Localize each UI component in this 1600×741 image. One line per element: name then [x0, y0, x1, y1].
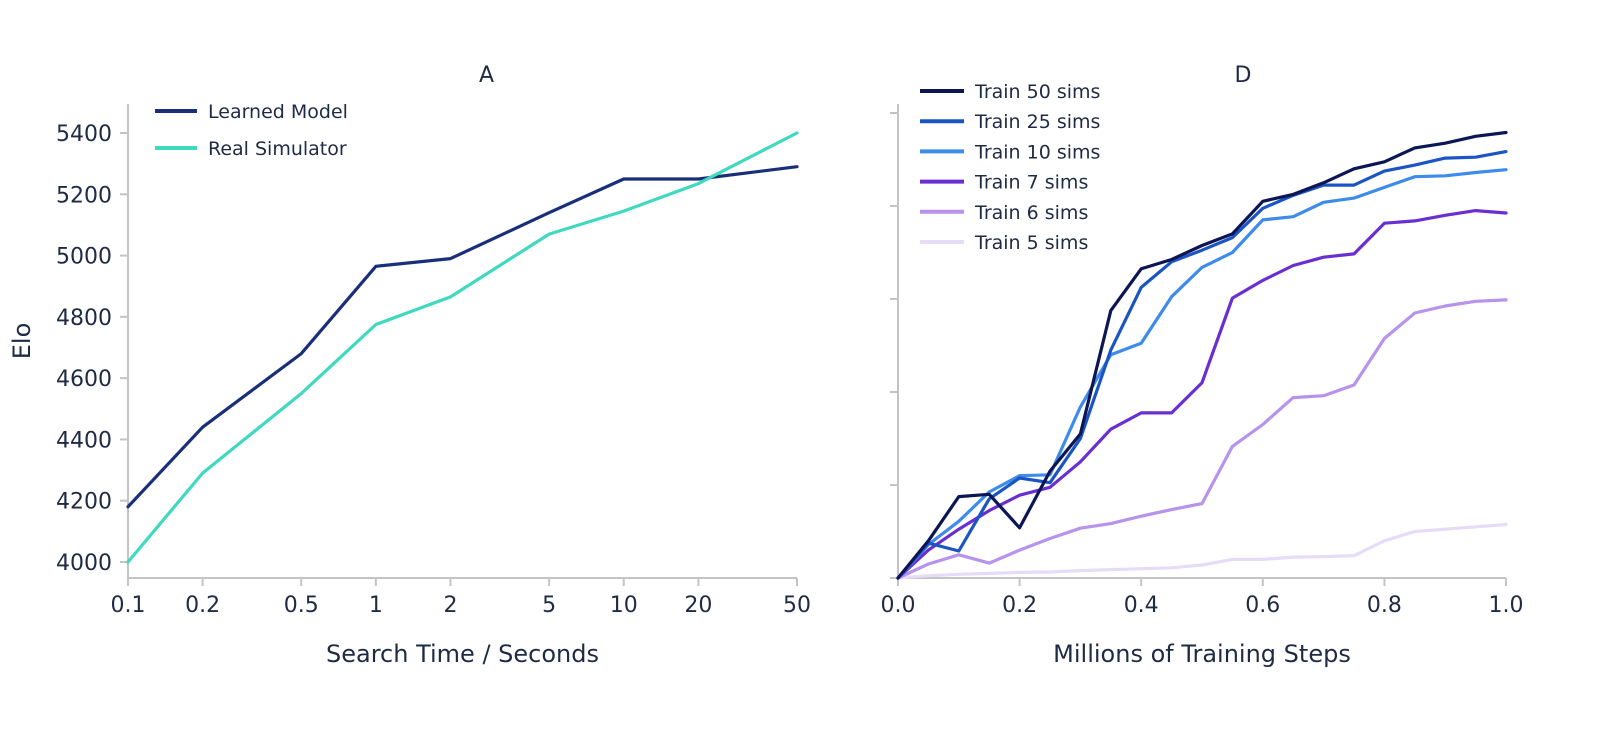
chart-a-x-tick-label: 20: [684, 593, 712, 618]
chart-a-x-axis-label: Search Time / Seconds: [326, 640, 599, 668]
chart-a-title: A: [479, 63, 494, 88]
chart-a-y-tick-label: 4800: [56, 306, 112, 331]
chart-a-y-tick-label: 4200: [56, 490, 112, 515]
chart-d-legend-label: Train 25 sims: [974, 111, 1100, 133]
chart-d-legend-label: Train 50 sims: [974, 81, 1100, 103]
chart-a-legend-label: Real Simulator: [208, 138, 347, 160]
chart-a-y-tick-label: 4400: [56, 428, 112, 453]
chart-a-x-tick-label: 1: [369, 593, 383, 618]
chart-a-y-tick-label: 4000: [56, 551, 112, 576]
chart-d-title: D: [1235, 63, 1252, 88]
chart-a-x-tick-label: 5: [542, 593, 556, 618]
chart-d-x-axis-label: Millions of Training Steps: [1053, 640, 1351, 668]
chart-a-x-tick-label: 10: [610, 593, 638, 618]
chart-a-x-tick-label: 0.1: [111, 593, 146, 618]
chart-d-x-tick-label: 0.6: [1245, 593, 1280, 618]
chart-d-legend-label: Train 10 sims: [974, 141, 1100, 163]
chart-a-legend-label: Learned Model: [208, 101, 348, 123]
chart-d-legend-label: Train 5 sims: [974, 232, 1088, 254]
chart-a-y-tick-label: 5000: [56, 245, 112, 270]
chart-d-x-tick-label: 0.4: [1124, 593, 1159, 618]
chart-d-x-tick-label: 0.0: [881, 593, 916, 618]
chart-d-legend-label: Train 7 sims: [974, 172, 1088, 194]
chart-d-x-tick-label: 0.8: [1367, 593, 1402, 618]
chart-a-series-line: [126, 165, 799, 509]
chart-d-series-line: [896, 168, 1508, 580]
chart-a-y-axis-label: Elo: [8, 323, 36, 360]
chart-a-y-tick-label: 5200: [56, 183, 112, 208]
chart-d-series-line: [896, 130, 1508, 580]
chart-a-y-tick-label: 5400: [56, 122, 112, 147]
chart-a-y-tick-label: 4600: [56, 367, 112, 392]
chart-d: D 0.0 0.2 0.4 0.6 0.8 1.0 Millions of Training …: [881, 63, 1524, 668]
chart-d-series-line: [896, 150, 1508, 580]
chart-d-x-tick-label: 0.2: [1002, 593, 1037, 618]
chart-d-legend-label: Train 6 sims: [974, 202, 1088, 224]
chart-d-series-line: [896, 298, 1508, 580]
chart-a-x-tick-label: 0.2: [185, 593, 220, 618]
chart-d-x-tick-label: 1.0: [1489, 593, 1524, 618]
chart-a-x-tick-label: 2: [443, 593, 457, 618]
chart-a-series-line: [126, 131, 799, 564]
chart-a-x-tick-label: 50: [783, 593, 811, 618]
chart-a: A 4000 4200 4400 4600 4800 5000 5200 5400 0.1 0.2 0…: [8, 63, 811, 668]
chart-d-series-line: [896, 522, 1508, 580]
chart-a-x-tick-label: 0.5: [284, 593, 319, 618]
